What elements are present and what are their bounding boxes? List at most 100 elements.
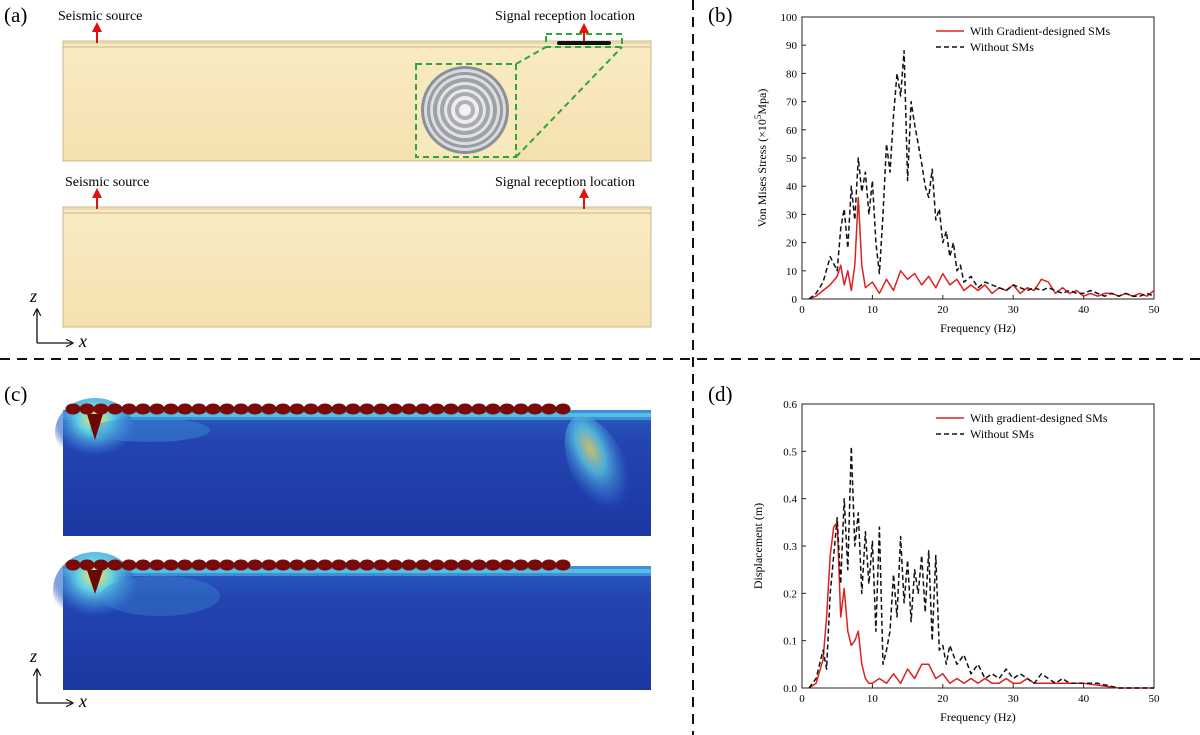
x-axis-label: x — [78, 331, 87, 351]
panel-d-label: (d) — [708, 382, 733, 406]
panel-a: (a) Seismic source Signal reception loca… — [4, 3, 652, 351]
x-axis-title: Frequency (Hz) — [940, 321, 1016, 335]
scallop — [303, 559, 319, 571]
x-tick-label: 20 — [937, 693, 949, 705]
x-tick-label: 50 — [1149, 304, 1161, 316]
scallop — [135, 559, 151, 571]
scallop — [513, 403, 529, 415]
legend-entry: Without SMs — [970, 40, 1034, 54]
y-tick-label: 0 — [792, 294, 798, 306]
scallop — [107, 403, 123, 415]
y-tick-label: 0.4 — [783, 494, 797, 506]
scallop — [429, 559, 445, 571]
scallop — [275, 403, 291, 415]
metamaterial-strip — [557, 41, 611, 45]
scallop — [485, 559, 501, 571]
series-with-sms — [808, 196, 1155, 300]
scallop — [331, 559, 347, 571]
y-tick-label: 90 — [786, 40, 798, 52]
x-tick-label: 30 — [1008, 693, 1020, 705]
chart-von-mises-stress: 0 10 20 30 40 50 0 10 20 30 40 50 60 70 80 90 100 Frequen… — [753, 12, 1160, 335]
series-without-sms — [808, 445, 1154, 689]
scallop — [93, 559, 109, 571]
scallop — [219, 559, 235, 571]
scallop — [485, 403, 501, 415]
y-tick-label: 40 — [786, 181, 798, 193]
series-with-sms — [808, 521, 1154, 689]
scallop — [513, 559, 529, 571]
y-tick-label: 60 — [786, 125, 798, 137]
x-tick-label: 0 — [799, 693, 805, 705]
concentric-rings-icon — [421, 66, 509, 154]
scallop — [387, 559, 403, 571]
axes-indicator-c: z x — [29, 646, 87, 711]
legend-entry: Without SMs — [970, 427, 1034, 441]
surface-scallops-top — [65, 403, 571, 415]
scallop — [261, 559, 277, 571]
scallop — [289, 559, 305, 571]
scallop — [345, 559, 361, 571]
scallop — [79, 559, 95, 571]
scallop — [443, 403, 459, 415]
scallop — [331, 403, 347, 415]
y-tick-label: 0.3 — [783, 541, 797, 553]
field-map-top — [55, 398, 651, 536]
panel-a-label: (a) — [4, 3, 27, 27]
scallop — [261, 403, 277, 415]
scallop — [499, 559, 515, 571]
scallop — [499, 403, 515, 415]
y-axis-title: Von Mises Stress (×105Mpa) — [753, 89, 769, 228]
field-map-bottom — [53, 552, 651, 690]
surface-scallops-bottom — [65, 559, 571, 571]
x-tick-label: 40 — [1078, 693, 1090, 705]
legend-entry: With gradient-designed SMs — [970, 411, 1108, 425]
scallop — [205, 403, 221, 415]
top-source-label: Seismic source — [58, 9, 142, 24]
bottom-source-label: Seismic source — [65, 175, 149, 190]
scallop — [163, 559, 179, 571]
scallop — [93, 403, 109, 415]
scallop — [121, 559, 137, 571]
scallop — [247, 403, 263, 415]
scallop — [387, 403, 403, 415]
top-receiver-label: Signal reception location — [495, 9, 635, 24]
scallop — [289, 403, 305, 415]
z-axis-label: z — [29, 286, 37, 306]
x-axis-title: Frequency (Hz) — [940, 710, 1016, 724]
bottom-beam: Seismic source Signal reception location — [62, 175, 652, 328]
scallop — [177, 403, 193, 415]
series-without-sms — [808, 50, 1155, 300]
scallop — [555, 559, 571, 571]
y-tick-label: 50 — [786, 153, 798, 165]
panel-c-label: (c) — [4, 382, 27, 406]
z-axis-label-c: z — [29, 646, 37, 666]
x-tick-label: 10 — [867, 693, 879, 705]
scallop — [457, 403, 473, 415]
scallop — [191, 403, 207, 415]
x-tick-label: 50 — [1149, 693, 1161, 705]
scallop — [247, 559, 263, 571]
scallop — [541, 403, 557, 415]
scallop — [65, 559, 81, 571]
scallop — [415, 559, 431, 571]
scallop — [65, 403, 81, 415]
x-tick-label: 30 — [1008, 304, 1020, 316]
scallop — [79, 403, 95, 415]
scallop — [471, 559, 487, 571]
scallop — [275, 559, 291, 571]
scallop — [443, 559, 459, 571]
scallop — [359, 403, 375, 415]
scallop — [317, 403, 333, 415]
x-tick-label: 20 — [937, 304, 949, 316]
x-tick-label: 40 — [1078, 304, 1090, 316]
axes-indicator-a: z x — [29, 286, 87, 351]
y-tick-label: 0.6 — [783, 399, 797, 411]
scallop — [429, 403, 445, 415]
scallop — [527, 403, 543, 415]
bottom-receiver-label: Signal reception location — [495, 175, 635, 190]
scallop — [233, 559, 249, 571]
scallop — [303, 403, 319, 415]
x-tick-label: 0 — [799, 304, 805, 316]
scallop — [541, 559, 557, 571]
